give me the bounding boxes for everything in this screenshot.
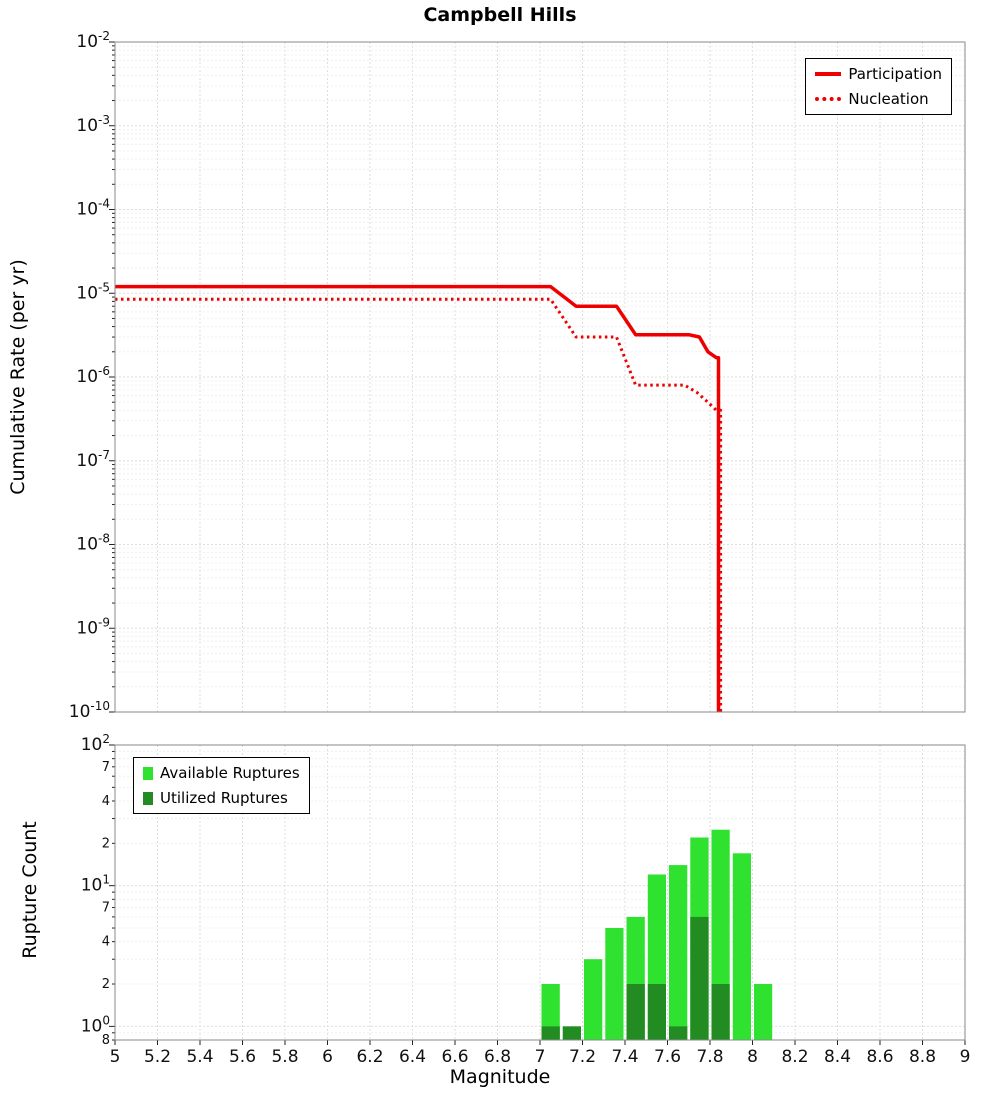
top-plot-frame <box>114 41 966 713</box>
svg-text:5.6: 5.6 <box>229 1047 256 1067</box>
utilized-bar <box>626 984 645 1040</box>
available-bar <box>584 959 603 1040</box>
svg-text:10-7: 10-7 <box>76 448 110 471</box>
chart-title: Campbell Hills <box>423 4 577 26</box>
nucleation-line <box>115 297 723 712</box>
x-axis-label: Magnitude <box>449 1066 551 1088</box>
svg-text:8.2: 8.2 <box>781 1047 808 1067</box>
bars <box>541 829 773 1040</box>
svg-text:10-10: 10-10 <box>69 699 110 722</box>
available-bar <box>732 853 751 1040</box>
svg-text:2: 2 <box>102 977 110 992</box>
utilized-bar <box>711 984 730 1040</box>
svg-text:101: 101 <box>81 873 110 896</box>
available-bar <box>541 984 560 1040</box>
svg-text:6: 6 <box>322 1047 333 1067</box>
x-ticks <box>114 1040 966 1045</box>
svg-text:10-2: 10-2 <box>76 29 110 52</box>
svg-text:102: 102 <box>81 732 110 755</box>
utilized-bar <box>647 984 666 1040</box>
available-bar <box>669 865 688 1040</box>
svg-text:8: 8 <box>102 1033 110 1048</box>
legend-label-available: Available Ruptures <box>160 764 300 782</box>
svg-text:10-3: 10-3 <box>76 113 110 136</box>
participation-line <box>115 284 721 712</box>
x-tick-labels: 5 5.2 5.4 5.6 5.8 6 6.2 6.4 6.6 6.8 7 7.2 7.4 7.6 7.8 8… <box>110 1047 971 1067</box>
nucleation-line-sample <box>815 97 842 101</box>
svg-text:10-6: 10-6 <box>76 364 110 387</box>
svg-text:7: 7 <box>102 900 110 915</box>
svg-text:5.4: 5.4 <box>186 1047 213 1067</box>
top-series <box>115 284 723 712</box>
svg-text:6.8: 6.8 <box>484 1047 511 1067</box>
participation-line-sample <box>815 72 842 76</box>
svg-text:7: 7 <box>535 1047 546 1067</box>
utilized-ruptures-swatch <box>143 791 153 805</box>
utilized-bar <box>541 1026 560 1040</box>
svg-text:8: 8 <box>747 1047 758 1067</box>
bottom-y-ticks <box>109 744 115 1041</box>
bottom-legend: Available Ruptures Utilized Ruptures <box>133 757 310 814</box>
utilized-bar <box>690 916 709 1040</box>
top-y-grid <box>115 45 965 688</box>
top-y-tick-labels: 10-2 10-3 10-4 10-5 10-6 10-7 10-8 10-9 10-10 <box>69 29 110 722</box>
legend-label-participation: Participation <box>848 65 942 83</box>
svg-text:5.2: 5.2 <box>144 1047 171 1067</box>
top-legend: Participation Nucleation <box>805 58 952 115</box>
available-ruptures-swatch <box>143 766 153 780</box>
available-bar <box>754 984 773 1040</box>
utilized-bar <box>562 1026 581 1040</box>
svg-text:10-5: 10-5 <box>76 280 110 303</box>
svg-text:7.4: 7.4 <box>611 1047 638 1067</box>
legend-item-participation: Participation <box>815 65 942 83</box>
svg-text:7.2: 7.2 <box>569 1047 596 1067</box>
legend-item-nucleation: Nucleation <box>815 90 942 108</box>
svg-text:100: 100 <box>81 1013 110 1036</box>
svg-text:8.4: 8.4 <box>824 1047 851 1067</box>
utilized-bar <box>669 1026 688 1040</box>
svg-text:2: 2 <box>102 836 110 851</box>
legend-label-utilized: Utilized Ruptures <box>160 789 288 807</box>
svg-text:8.8: 8.8 <box>909 1047 936 1067</box>
svg-text:4: 4 <box>102 935 110 950</box>
svg-text:10-9: 10-9 <box>76 615 110 638</box>
vertical-gridlines <box>157 42 923 1040</box>
legend-label-nucleation: Nucleation <box>848 90 929 108</box>
svg-text:7: 7 <box>102 760 110 775</box>
svg-text:7.8: 7.8 <box>696 1047 723 1067</box>
svg-text:9: 9 <box>960 1047 971 1067</box>
svg-text:6.2: 6.2 <box>356 1047 383 1067</box>
svg-text:7.6: 7.6 <box>654 1047 681 1067</box>
bottom-plot-frame <box>114 744 966 1041</box>
svg-text:5: 5 <box>110 1047 121 1067</box>
bottom-y-axis-label: Rupture Count <box>19 821 41 959</box>
available-bar <box>605 928 624 1040</box>
svg-text:6.6: 6.6 <box>441 1047 468 1067</box>
top-y-axis-label: Cumulative Rate (per yr) <box>7 259 29 495</box>
svg-text:10-8: 10-8 <box>76 532 110 555</box>
svg-text:4: 4 <box>102 794 110 809</box>
svg-text:8.6: 8.6 <box>866 1047 893 1067</box>
svg-text:10-4: 10-4 <box>76 197 110 220</box>
legend-item-available-ruptures: Available Ruptures <box>143 764 300 782</box>
legend-item-utilized-ruptures: Utilized Ruptures <box>143 789 300 807</box>
svg-text:5.8: 5.8 <box>271 1047 298 1067</box>
svg-text:6.4: 6.4 <box>399 1047 426 1067</box>
bottom-y-tick-labels: 102 101 100 7 4 2 7 4 2 8 <box>81 732 110 1048</box>
